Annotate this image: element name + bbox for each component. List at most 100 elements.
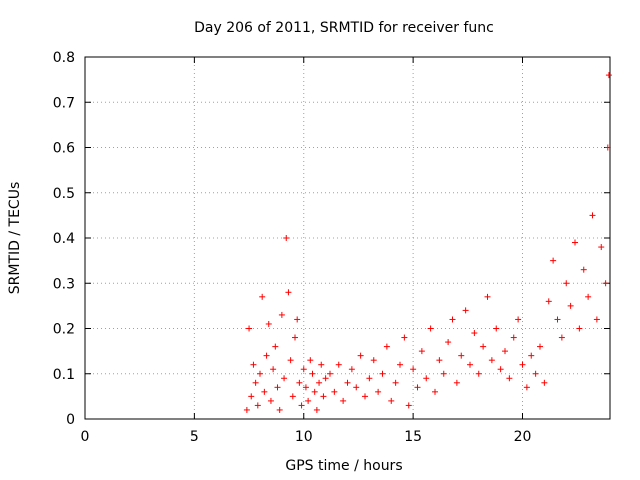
data-point (604, 144, 611, 151)
data-point (458, 352, 465, 359)
data-point (453, 379, 460, 386)
data-point (348, 366, 355, 373)
data-point (276, 406, 283, 413)
data-point (554, 316, 561, 323)
data-point (331, 388, 338, 395)
data-point (243, 406, 250, 413)
data-point (278, 311, 285, 318)
data-point (405, 402, 412, 409)
data-point (572, 239, 578, 246)
data-point (283, 235, 290, 241)
data-point (298, 402, 305, 409)
data-point (311, 388, 318, 395)
data-point (322, 375, 329, 382)
data-point (515, 316, 522, 323)
data-point (366, 375, 373, 382)
data-point (432, 388, 438, 395)
data-point (523, 384, 530, 391)
data-point (259, 293, 266, 300)
y-tick-label: 0.8 (53, 50, 75, 66)
data-points (243, 72, 612, 413)
data-point (605, 72, 612, 79)
data-point (580, 266, 587, 273)
x-tick-label: 0 (81, 429, 90, 445)
data-point (493, 325, 500, 332)
data-point (254, 402, 261, 409)
x-tick-label: 20 (514, 429, 532, 445)
plot-frame (84, 56, 611, 420)
data-point (576, 325, 583, 332)
data-point (497, 366, 504, 373)
data-point (335, 361, 342, 368)
y-tick-labels: 0 0.1 0.2 0.3 0.4 0.5 0.6 0.7 0.8 (53, 50, 75, 428)
data-point (488, 357, 495, 364)
data-point (519, 361, 526, 368)
y-tick-label: 0.2 (53, 322, 75, 338)
data-point (475, 370, 482, 377)
data-point (357, 352, 364, 359)
y-tick-label: 0 (66, 412, 75, 428)
data-point (250, 361, 257, 368)
data-point (252, 379, 259, 386)
data-point (309, 370, 316, 377)
data-point (248, 393, 255, 400)
data-point (375, 388, 382, 395)
data-point (532, 370, 539, 377)
y-tick-label: 0.7 (53, 95, 75, 111)
data-point (480, 343, 487, 350)
data-point (593, 316, 600, 323)
data-point (307, 357, 314, 364)
data-point (467, 361, 473, 368)
data-point (267, 397, 274, 404)
data-point (246, 325, 253, 332)
data-point (510, 334, 517, 341)
data-point (261, 388, 268, 395)
data-point (418, 348, 425, 355)
data-point (550, 257, 557, 264)
data-point (263, 352, 270, 359)
data-point (316, 379, 323, 386)
x-tick-labels: 0 5 10 15 20 (81, 429, 532, 445)
data-point (265, 320, 272, 327)
data-point (563, 280, 570, 287)
data-point (602, 280, 609, 287)
data-point (558, 334, 565, 341)
data-point (541, 379, 548, 386)
data-point (353, 384, 360, 391)
data-point (537, 343, 543, 350)
data-point (370, 357, 377, 364)
x-tick-label: 15 (404, 429, 422, 445)
x-axis-label: GPS time / hours (285, 458, 402, 474)
data-point (383, 343, 390, 350)
data-point (589, 212, 596, 219)
data-point (281, 375, 288, 382)
data-point (270, 366, 277, 373)
data-point (313, 406, 320, 413)
data-point (436, 357, 443, 364)
data-point (274, 384, 281, 391)
data-point (320, 393, 327, 400)
data-point (506, 375, 513, 382)
data-point (327, 370, 333, 377)
data-point (296, 379, 303, 386)
data-point (445, 339, 452, 346)
data-point (287, 357, 294, 364)
data-point (585, 293, 592, 300)
data-point (484, 293, 491, 300)
data-point (397, 361, 403, 368)
data-point (302, 384, 309, 391)
data-point (379, 370, 386, 377)
data-point (318, 361, 325, 368)
y-axis-label: SRMTID / TECUs (7, 182, 23, 295)
data-point (272, 343, 279, 350)
data-point (292, 334, 298, 341)
data-point (598, 244, 605, 251)
data-point (462, 307, 469, 314)
y-tick-label: 0.6 (53, 141, 75, 157)
data-point (300, 366, 307, 373)
data-point (410, 366, 417, 373)
data-point (257, 370, 263, 377)
y-tick-label: 0.4 (53, 231, 75, 247)
data-point (362, 393, 368, 400)
